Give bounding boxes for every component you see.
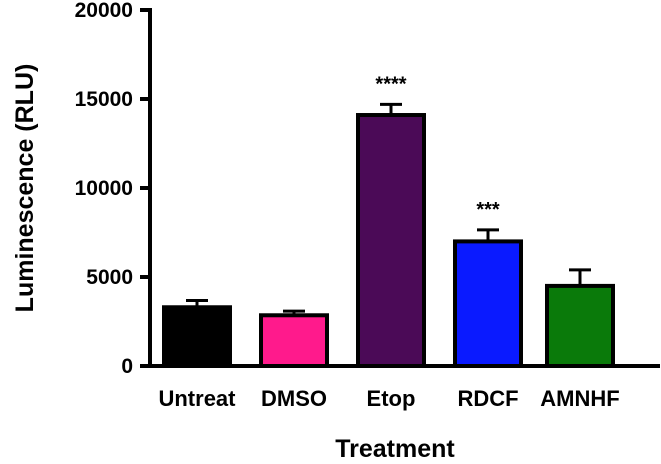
x-tick-label-amnhf: AMNHF [540, 386, 619, 411]
bar-amnhf [545, 283, 615, 368]
x-tick-label-untreat: Untreat [158, 386, 236, 411]
bar-rdcf [453, 239, 523, 368]
y-tick-label-5000: 5000 [86, 266, 133, 289]
y-tick-label-10000: 10000 [75, 177, 133, 200]
significance-etop: **** [375, 73, 406, 95]
bar-untreat [162, 305, 232, 369]
y-axis-title: Luminescence (RLU) [11, 64, 39, 313]
x-tick-label-dmso: DMSO [261, 386, 327, 411]
y-tick-label-20000: 20000 [75, 0, 133, 22]
plot-area: ******* [162, 73, 615, 369]
x-tick-label-etop: Etop [367, 386, 416, 411]
bar-dmso [259, 313, 329, 368]
y-tick-label-0: 0 [121, 355, 133, 378]
x-tick-label-rdcf: RDCF [457, 386, 518, 411]
y-tick-label-15000: 15000 [75, 88, 133, 111]
x-axis-title: Treatment [335, 435, 455, 463]
y-ticks: 0 5000 10000 15000 20000 [75, 0, 150, 378]
bar-etop [356, 113, 426, 368]
significance-rdcf: *** [476, 199, 500, 221]
x-tick-labels: Untreat DMSO Etop RDCF AMNHF [158, 386, 619, 411]
